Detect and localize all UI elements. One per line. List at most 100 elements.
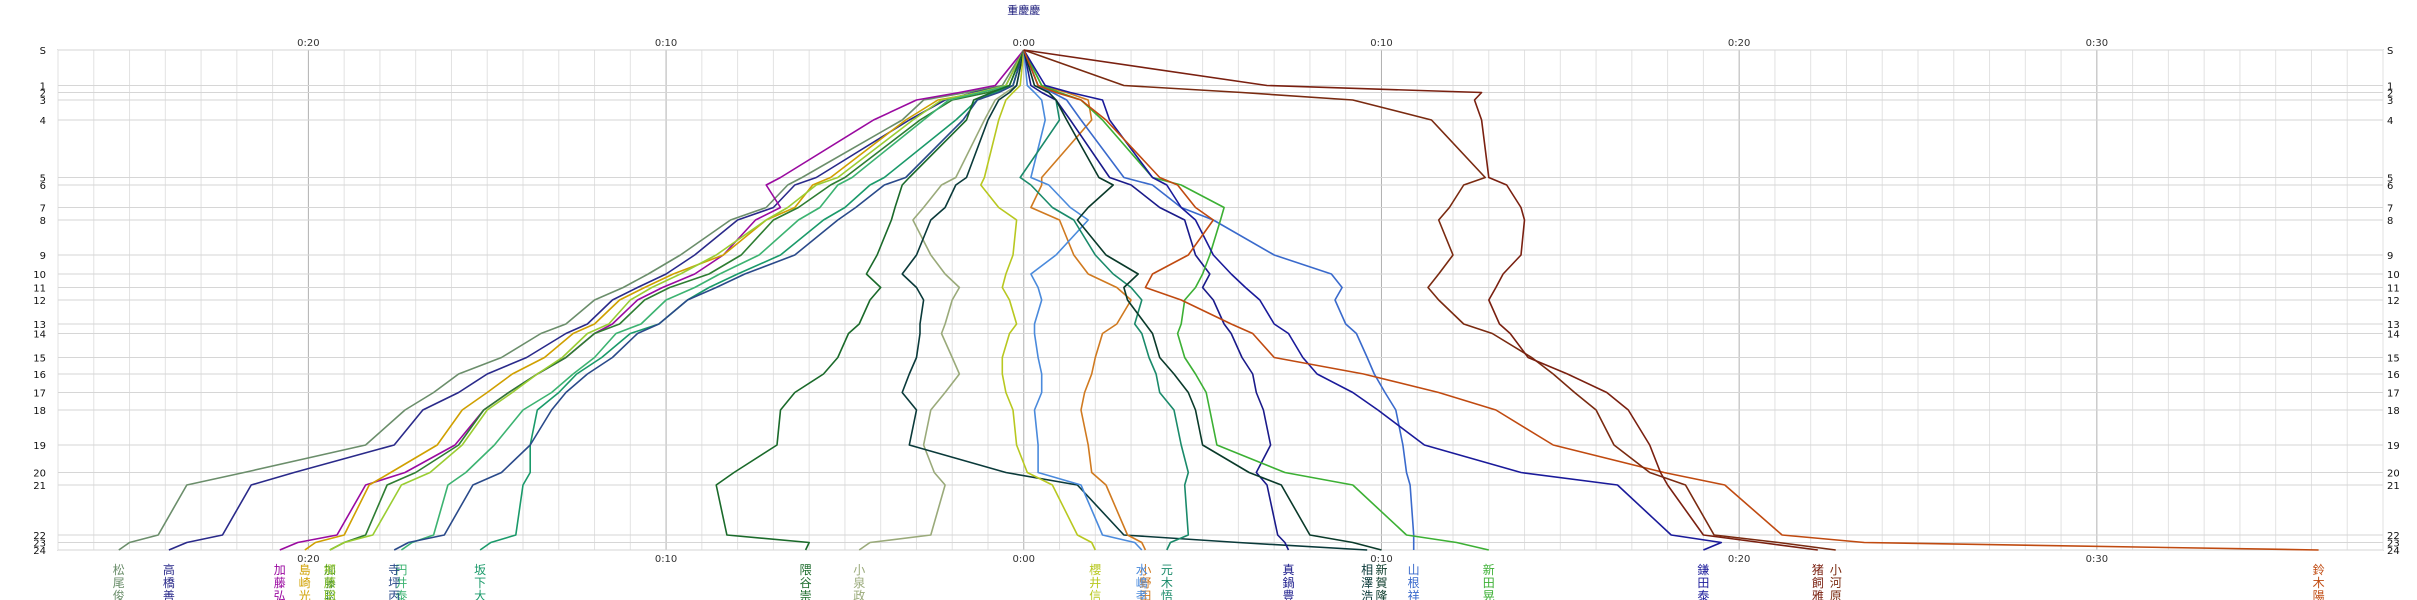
lap-label-left: 5	[40, 174, 46, 185]
runner-name: 櫻井信	[1089, 562, 1101, 600]
runner-name: 相澤浩	[1361, 563, 1373, 600]
grid	[57, 49, 2384, 551]
runner-name: 隈谷崇	[800, 563, 812, 600]
runner-name: 小河原	[1830, 563, 1842, 600]
series-line	[118, 49, 1025, 551]
x-tick-label: 0:20	[1728, 38, 1750, 49]
lap-label-left: 17	[33, 389, 46, 400]
runner-name: 坂下大	[474, 563, 486, 600]
lap-label-left: 14	[33, 330, 46, 341]
runner-name: 小野田	[1139, 563, 1151, 600]
series-line	[1023, 49, 1147, 551]
lap-label-left: 12	[33, 296, 46, 307]
lap-label-left: 1	[40, 82, 46, 93]
runner-name: 寺坪丙	[388, 563, 400, 600]
runner-name: 円井泰	[395, 563, 407, 600]
lap-label-right: 19	[2387, 441, 2400, 452]
lap-label-right: 2	[2387, 89, 2393, 100]
lap-label-right: 5	[2387, 174, 2393, 185]
lap-label-left: 9	[40, 251, 46, 262]
lap-label-right: 4	[2387, 116, 2393, 127]
x-tick-labels: 0:20 0:20 0:10 0:10 0:00 0:00 0:10 0:10 0:20 0:20…	[297, 38, 2108, 565]
x-tick-label: 0:20	[1728, 554, 1750, 565]
lap-label-right: 6	[2387, 181, 2393, 192]
runner-name: 島崎光	[299, 562, 311, 600]
runner-name: 松尾俊	[113, 563, 125, 600]
runner-name: 加藤弘	[274, 563, 286, 600]
series-line	[1023, 49, 1290, 551]
x-tick-label: 0:30	[2086, 554, 2108, 565]
series-lines	[118, 49, 2319, 551]
lap-label-left: 3	[40, 96, 46, 107]
lap-label-right: 24	[2387, 546, 2400, 557]
runner-name: 水嶋孝	[1136, 563, 1148, 600]
series-line	[393, 49, 1025, 551]
lap-label-right: 23	[2387, 539, 2400, 550]
lap-label-right: 15	[2387, 354, 2400, 365]
series-line	[329, 49, 1025, 551]
runner-name: 加藤聡	[324, 563, 336, 600]
runner-name: 元木悟	[1161, 563, 1173, 600]
runner-name: 山根祥	[1408, 563, 1420, 600]
lap-label-left: 8	[40, 216, 46, 227]
runner-name: 鎌田泰	[1697, 562, 1709, 600]
runner-name: 新賀隆	[1375, 562, 1387, 600]
series-line	[1023, 49, 1836, 551]
lap-label-right: 14	[2387, 330, 2400, 341]
lap-label-right: 20	[2387, 469, 2400, 480]
x-tick-label: 0:10	[1370, 38, 1392, 49]
runner-name: 郷原田	[324, 563, 336, 600]
lap-label-left: 16	[33, 370, 46, 381]
series-line	[1023, 49, 1723, 551]
lap-label-right: S	[2387, 46, 2393, 57]
series-line	[1023, 49, 2319, 551]
series-line	[1023, 49, 1143, 551]
series-line	[715, 49, 1025, 551]
series-line	[901, 49, 1368, 551]
lap-label-left: 13	[33, 320, 46, 331]
series-line	[304, 49, 1025, 551]
series-line	[329, 49, 1025, 551]
lap-label-right: 1	[2387, 82, 2393, 93]
lap-label-right: 17	[2387, 389, 2400, 400]
runner-name: 鈴木陽	[2313, 562, 2325, 600]
lap-label-left: S	[40, 46, 46, 57]
series-line	[1019, 49, 1190, 551]
series-line	[858, 49, 1025, 551]
lap-label-left: 2	[40, 89, 46, 100]
lap-label-left: 7	[40, 204, 46, 215]
lap-label-right: 3	[2387, 96, 2393, 107]
series-line	[168, 49, 1025, 551]
runner-name: 小泉政	[853, 563, 865, 600]
lap-label-right: 21	[2387, 481, 2400, 492]
series-line	[979, 49, 1097, 551]
lap-label-left: 15	[33, 354, 46, 365]
lap-label-left: 19	[33, 441, 46, 452]
top-center-label: 重慶慶	[1007, 3, 1040, 17]
lap-label-left: 10	[33, 270, 46, 281]
lap-label-right: 18	[2387, 406, 2400, 417]
runner-name: 真鍋豊	[1282, 563, 1294, 600]
series-line	[1023, 49, 1489, 551]
lap-label-left: 24	[33, 546, 46, 557]
lap-label-left: 6	[40, 181, 46, 192]
lap-label-left: 23	[33, 539, 46, 550]
lap-label-right: 12	[2387, 296, 2400, 307]
runner-name: 高橋善	[163, 562, 175, 600]
x-tick-label: 0:10	[655, 38, 677, 49]
lap-label-right: 7	[2387, 204, 2393, 215]
x-tick-label: 0:20	[297, 38, 319, 49]
lap-label-left: 4	[40, 116, 46, 127]
lap-label-right: 11	[2387, 284, 2400, 295]
lap-label-left: 21	[33, 481, 46, 492]
lap-label-right: 13	[2387, 320, 2400, 331]
x-tick-label: 0:00	[1013, 554, 1035, 565]
lap-label-left: 22	[33, 531, 46, 542]
x-tick-label: 0:20	[297, 554, 319, 565]
lap-label-right: 10	[2387, 270, 2400, 281]
lap-label-right: 8	[2387, 216, 2393, 227]
runner-name: 猪飼雅	[1812, 563, 1824, 600]
runner-name: 新田晃	[1483, 562, 1495, 600]
